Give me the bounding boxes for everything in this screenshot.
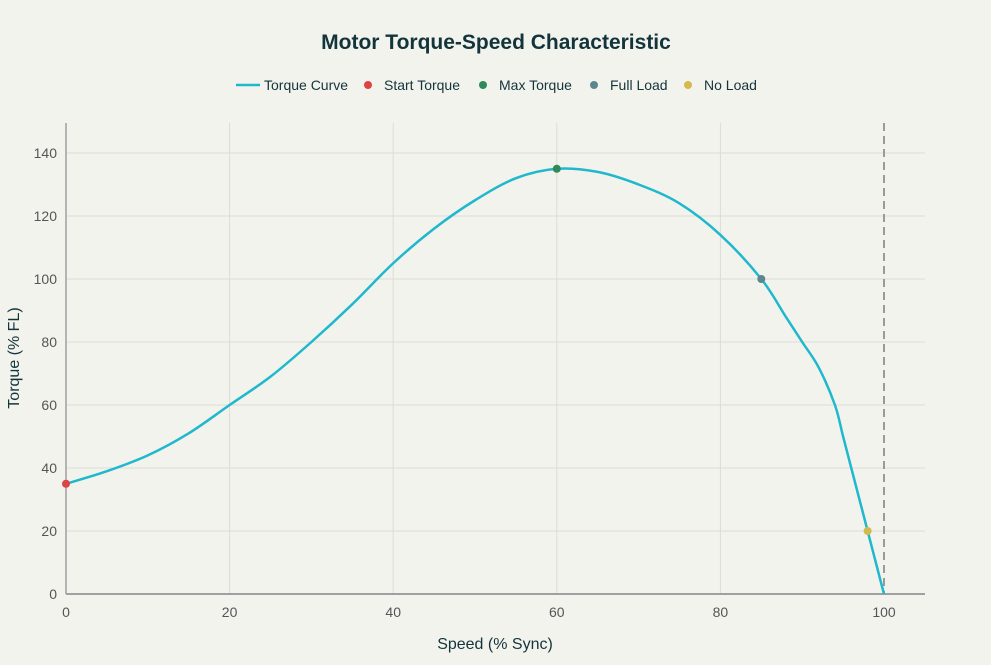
x-axis-label: Speed (% Sync)	[437, 636, 553, 653]
x-tick-label: 0	[62, 604, 70, 620]
legend-label: Full Load	[610, 77, 668, 93]
x-tick-label: 80	[713, 604, 729, 620]
legend-label: Start Torque	[384, 77, 460, 93]
y-tick-label: 140	[34, 145, 58, 161]
legend-dot-icon	[479, 81, 487, 89]
y-axis-label: Torque (% FL)	[6, 307, 23, 408]
legend-dot-icon	[590, 81, 598, 89]
torque-curve-line	[65, 167, 886, 595]
x-tick-label: 20	[222, 604, 238, 620]
start-torque-point	[62, 479, 70, 488]
y-tick-label: 20	[41, 523, 57, 539]
legend-dot-icon	[684, 81, 692, 89]
chart-title: Motor Torque-Speed Characteristic	[321, 31, 671, 54]
axes: 0 20 40 60 80 100 120 140 0 20 40 60 80 100	[34, 123, 925, 620]
legend-label: No Load	[704, 77, 757, 93]
x-tick-label: 60	[549, 604, 565, 620]
legend: Torque Curve Start Torque Max Torque Full L…	[236, 77, 757, 93]
y-tick-label: 100	[34, 271, 58, 287]
x-tick-label: 100	[872, 604, 896, 620]
y-tick-label: 60	[41, 397, 57, 413]
y-tick-label: 80	[41, 334, 57, 350]
legend-dot-icon	[364, 81, 372, 89]
max-torque-point	[552, 164, 561, 173]
series	[62, 164, 886, 595]
y-tick-label: 120	[34, 208, 58, 224]
full-load-point	[757, 275, 766, 283]
x-tick-label: 40	[385, 604, 401, 620]
no-load-point	[863, 527, 872, 535]
y-tick-label: 0	[49, 586, 57, 602]
y-tick-label: 40	[41, 460, 57, 476]
legend-label: Max Torque	[499, 77, 572, 93]
grid	[66, 123, 925, 594]
legend-label: Torque Curve	[264, 77, 348, 93]
